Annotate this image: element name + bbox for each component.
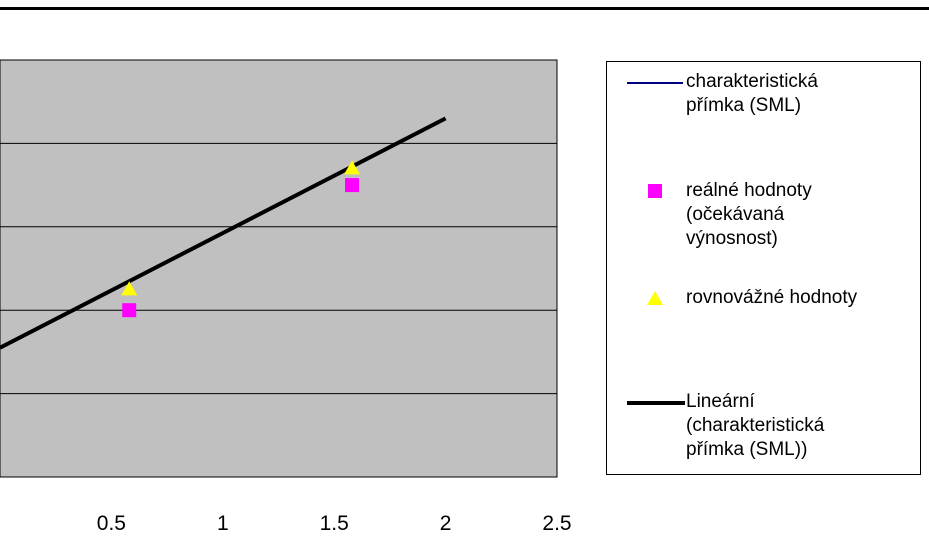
real-value-point <box>345 178 360 193</box>
legend-line-icon <box>627 82 683 84</box>
legend-item-equilibrium: rovnovážné hodnoty <box>607 286 920 316</box>
x-tick-label: 2.5 <box>542 512 571 535</box>
x-tick-label: 1.5 <box>320 512 349 535</box>
equilibrium-point <box>344 160 361 175</box>
legend-label-linear: Lineární (charakteristická přímka (SML)) <box>686 391 825 460</box>
real-value-point <box>122 303 137 318</box>
legend-item-real: reálné hodnoty (očekávaná výnosnost) <box>607 179 920 259</box>
legend-trendline-icon <box>627 401 685 405</box>
legend: charakteristická přímka (SML) reálné hod… <box>606 61 921 475</box>
chart-plot: 0.5 1 1.5 2 2.5 <box>0 59 572 535</box>
x-tick-label: 1 <box>217 512 229 535</box>
top-rule <box>0 7 929 10</box>
legend-label-sml: charakteristická přímka (SML) <box>686 71 818 116</box>
legend-square-icon <box>648 184 662 198</box>
x-axis-ticks: 0.5 1 1.5 2 2.5 <box>97 512 572 535</box>
x-tick-label: 0.5 <box>97 512 126 535</box>
gridlines <box>0 142 557 395</box>
equilibrium-point <box>121 281 138 296</box>
legend-item-linear: Lineární (charakteristická přímka (SML)) <box>607 390 920 470</box>
legend-label-real: reálné hodnoty (očekávaná výnosnost) <box>686 180 812 249</box>
legend-label-equilibrium: rovnovážné hodnoty <box>686 287 858 308</box>
marker-layer <box>121 160 361 318</box>
trendline <box>0 116 447 350</box>
legend-item-sml: charakteristická přímka (SML) <box>607 70 920 142</box>
legend-triangle-icon <box>647 291 663 305</box>
trendline-layer <box>0 116 447 350</box>
x-tick-label: 2 <box>440 512 452 535</box>
plot-area <box>0 59 558 478</box>
